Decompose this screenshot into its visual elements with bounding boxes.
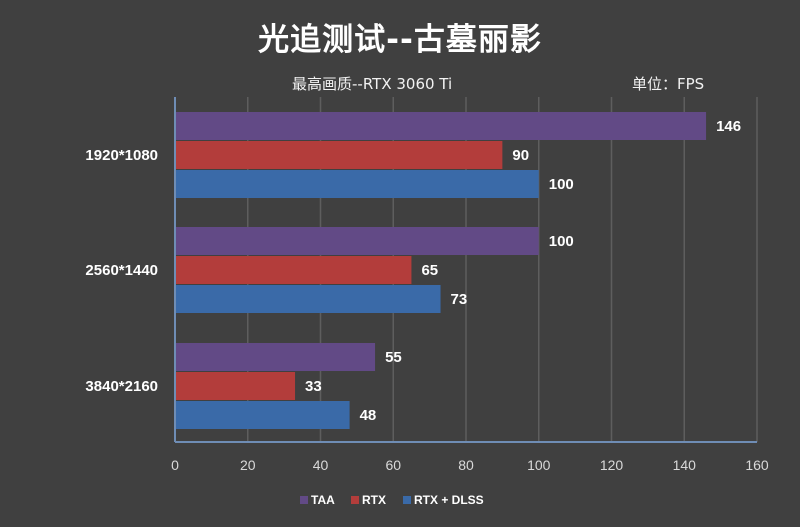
axes	[174, 97, 757, 443]
category-label: 2560*1440	[85, 262, 158, 279]
labels: 0 20 40 60 80 100 120 140 160 1920*1080 2560*1440 3…	[85, 118, 768, 473]
bar-taa-1	[176, 227, 539, 255]
unit-label: 单位：FPS	[632, 75, 705, 93]
legend-label: TAA	[311, 493, 335, 507]
chart-title: 光追测试--古墓丽影	[258, 22, 542, 58]
bars	[176, 112, 707, 429]
bar-rtx-1	[176, 256, 412, 284]
x-tick-label: 120	[600, 457, 624, 473]
data-label: 90	[512, 147, 529, 164]
x-tick-label: 40	[313, 457, 329, 473]
x-tick-label: 20	[240, 457, 256, 473]
bar-rtx-2	[176, 372, 296, 400]
data-label: 33	[305, 378, 322, 395]
bar-rtx-dlss-1	[176, 285, 441, 313]
legend-swatch	[300, 496, 308, 504]
legend: TAA RTX RTX + DLSS	[300, 493, 484, 507]
x-tick-label: 80	[458, 457, 474, 473]
legend-swatch	[403, 496, 411, 504]
legend-item: RTX + DLSS	[403, 493, 484, 507]
x-tick-label: 160	[745, 457, 769, 473]
x-tick-label: 0	[171, 457, 179, 473]
legend-swatch	[351, 496, 359, 504]
bar-rtx-dlss-0	[176, 170, 539, 198]
legend-item: TAA	[300, 493, 335, 507]
bar-taa-2	[176, 343, 376, 371]
data-label: 100	[549, 176, 574, 193]
data-label: 146	[716, 118, 741, 135]
legend-label: RTX	[362, 493, 386, 507]
chart-subtitle: 最高画质--RTX 3060 Ti	[292, 75, 453, 93]
bar-taa-0	[176, 112, 707, 140]
data-label: 100	[549, 233, 574, 250]
data-label: 73	[451, 291, 468, 308]
x-tick-label: 60	[385, 457, 401, 473]
x-tick-label: 100	[527, 457, 551, 473]
bar-rtx-dlss-2	[176, 401, 350, 429]
data-label: 48	[360, 407, 377, 424]
bar-rtx-0	[176, 141, 503, 169]
category-label: 1920*1080	[85, 147, 158, 164]
data-label: 65	[421, 262, 438, 279]
legend-item: RTX	[351, 493, 386, 507]
category-label: 3840*2160	[85, 378, 158, 395]
legend-label: RTX + DLSS	[414, 493, 484, 507]
x-tick-label: 140	[673, 457, 697, 473]
data-label: 55	[385, 349, 402, 366]
